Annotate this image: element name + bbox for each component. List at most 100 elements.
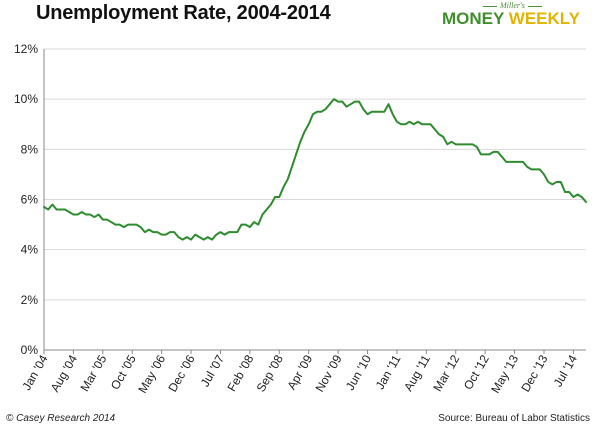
data-point (585, 201, 587, 203)
x-tick-label: Aug '04 (48, 352, 80, 394)
data-point (467, 143, 469, 145)
data-point (215, 233, 217, 235)
publisher-logo: Miller's MONEY WEEKLY (442, 0, 592, 32)
x-tick-label: Oct '12 (461, 352, 492, 392)
data-point (543, 173, 545, 175)
data-point (160, 233, 162, 235)
data-point (181, 238, 183, 240)
data-point (341, 100, 343, 102)
data-point (93, 216, 95, 218)
data-point (286, 178, 288, 180)
data-point (295, 153, 297, 155)
data-point (526, 166, 528, 168)
y-tick-label: 12% (14, 42, 38, 56)
x-tick-label: Mar '12 (430, 352, 462, 394)
data-point (308, 123, 310, 125)
data-point (173, 231, 175, 233)
x-tick-label: May '13 (488, 352, 521, 395)
data-point (366, 113, 368, 115)
data-point (392, 113, 394, 115)
x-tick-label: Feb '08 (225, 352, 257, 394)
data-point (581, 196, 583, 198)
data-point (371, 111, 373, 113)
data-point (463, 143, 465, 145)
data-point (72, 213, 74, 215)
logo-word-weekly: WEEKLY (508, 9, 580, 28)
x-tick-label: Jul '14 (551, 352, 580, 389)
data-point (480, 153, 482, 155)
data-point (219, 231, 221, 233)
data-point (244, 223, 246, 225)
data-point (513, 161, 515, 163)
data-point (190, 238, 192, 240)
data-point (299, 141, 301, 143)
data-point (51, 203, 53, 205)
y-tick-label: 2% (21, 293, 39, 307)
data-point (337, 100, 339, 102)
x-tick-label: Oct '05 (108, 352, 139, 392)
data-point (106, 218, 108, 220)
data-point (354, 100, 356, 102)
data-point (324, 108, 326, 110)
data-point (459, 143, 461, 145)
data-point (156, 231, 158, 233)
data-point (102, 218, 104, 220)
data-point (85, 213, 87, 215)
data-point (434, 128, 436, 130)
data-point (249, 226, 251, 228)
data-point (379, 111, 381, 113)
data-point (564, 191, 566, 193)
chart-title: Unemployment Rate, 2004-2014 (36, 2, 331, 24)
data-point (404, 123, 406, 125)
data-point (265, 208, 267, 210)
gridlines (44, 48, 586, 301)
data-point (387, 103, 389, 105)
x-tick-label: Apr '09 (284, 352, 315, 392)
data-point (320, 111, 322, 113)
y-tick-label: 4% (21, 243, 39, 257)
data-point (497, 151, 499, 153)
data-point (257, 223, 259, 225)
data-point (413, 123, 415, 125)
data-point (60, 208, 62, 210)
y-axis-labels: 0% 2% 4% 6% 8% 10% 12% (14, 42, 38, 357)
data-point (261, 213, 263, 215)
logo-word-money: MONEY (442, 9, 505, 28)
data-point (492, 151, 494, 153)
x-tick-label: May '06 (135, 352, 168, 395)
data-point (114, 223, 116, 225)
data-point (228, 231, 230, 233)
data-point (333, 98, 335, 100)
y-tick-label: 0% (21, 343, 39, 357)
x-tick-label: Dec '06 (165, 352, 197, 394)
x-tick-label: Mar '05 (77, 352, 109, 394)
y-tick-label: 8% (21, 142, 39, 156)
data-point (97, 213, 99, 215)
data-point (240, 223, 242, 225)
data-point (76, 213, 78, 215)
y-tick-label: 6% (21, 193, 39, 207)
data-point (551, 183, 553, 185)
data-point (429, 123, 431, 125)
data-point (118, 223, 120, 225)
data-point (64, 208, 66, 210)
data-point (223, 233, 225, 235)
data-point (555, 181, 557, 183)
data-point (198, 236, 200, 238)
x-tick-label: Jul '07 (198, 352, 227, 389)
data-point (169, 231, 171, 233)
data-point (350, 103, 352, 105)
x-tick-label: Nov '09 (312, 352, 344, 394)
data-point (165, 233, 167, 235)
data-point (400, 123, 402, 125)
x-tick-label: Aug '11 (401, 352, 433, 393)
data-point (186, 236, 188, 238)
data-point (534, 168, 536, 170)
data-point (55, 208, 57, 210)
data-point (471, 143, 473, 145)
x-tick-label: Dec '13 (518, 352, 550, 394)
data-point (329, 103, 331, 105)
data-point (43, 206, 45, 208)
data-point (131, 223, 133, 225)
